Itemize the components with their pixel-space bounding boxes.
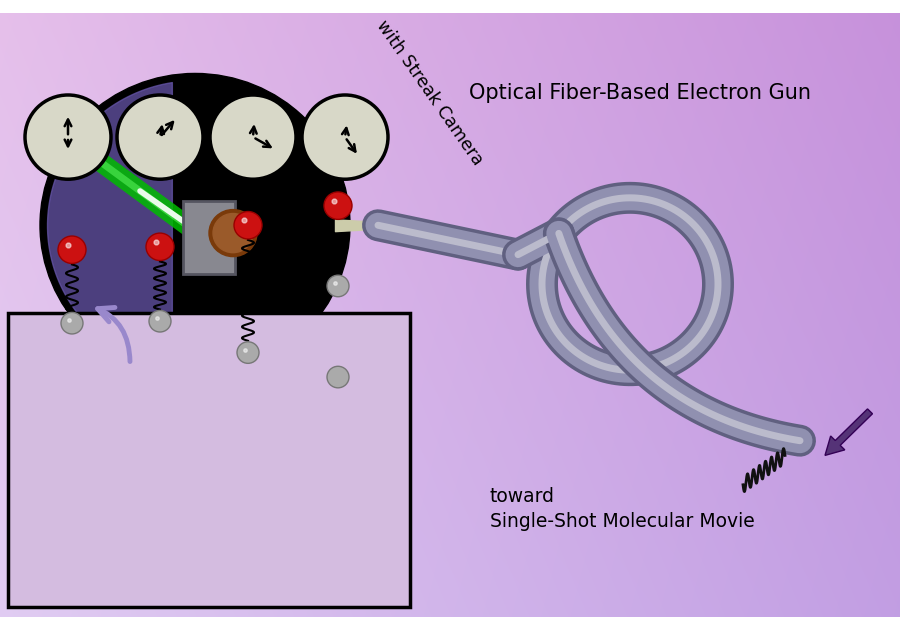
- Circle shape: [234, 212, 262, 239]
- FancyArrow shape: [825, 409, 872, 455]
- Circle shape: [61, 312, 83, 334]
- FancyArrowPatch shape: [97, 307, 130, 362]
- Circle shape: [40, 73, 350, 377]
- Circle shape: [237, 342, 259, 363]
- Text: toward
Single-Shot Molecular Movie: toward Single-Shot Molecular Movie: [490, 487, 755, 531]
- Circle shape: [149, 310, 171, 332]
- Circle shape: [324, 192, 352, 220]
- Text: with Streak Camera: with Streak Camera: [374, 17, 487, 169]
- Circle shape: [117, 95, 203, 179]
- Circle shape: [58, 236, 86, 263]
- Circle shape: [327, 366, 349, 388]
- Circle shape: [213, 213, 253, 253]
- Circle shape: [146, 233, 174, 260]
- Circle shape: [373, 220, 383, 230]
- FancyBboxPatch shape: [8, 313, 410, 607]
- Circle shape: [302, 95, 388, 179]
- FancyBboxPatch shape: [183, 201, 235, 274]
- Circle shape: [209, 210, 257, 257]
- Circle shape: [25, 95, 111, 179]
- Text: Optical Fiber-Based Electron Gun: Optical Fiber-Based Electron Gun: [469, 83, 811, 103]
- Circle shape: [327, 275, 349, 297]
- Circle shape: [210, 95, 296, 179]
